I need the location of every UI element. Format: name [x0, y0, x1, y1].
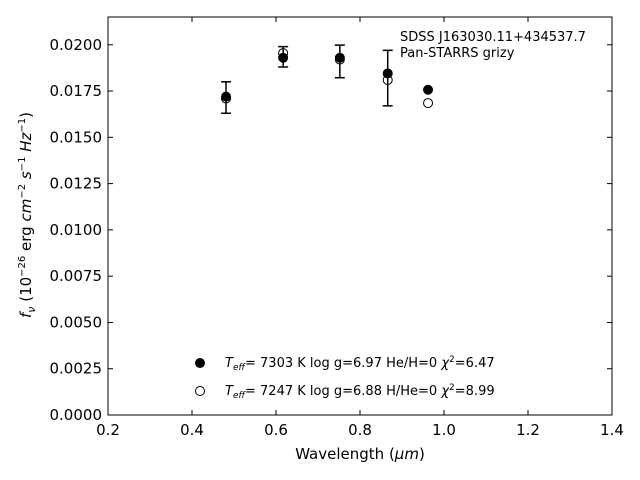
plot-frame	[107, 16, 613, 416]
model-point-open	[221, 93, 232, 104]
plot-area	[221, 44, 434, 115]
annotation-survey-name: Pan-STARRS grizy	[400, 46, 515, 61]
legend-entry-2: Teff= 7247 K log g=6.88 H/He=0 χ2=8.99	[225, 383, 495, 401]
x-tick-label: 0.4	[180, 421, 204, 439]
legend-marker-open	[195, 386, 205, 396]
x-tick-label: 1.2	[516, 421, 540, 439]
legend-marker-filled	[195, 358, 205, 368]
x-tick-label: 1.0	[432, 421, 456, 439]
y-tick-label: 0.0125	[50, 175, 103, 193]
y-tick-label: 0.0150	[50, 128, 103, 146]
y-tick-label: 0.0000	[50, 406, 103, 424]
x-axis-label: Wavelength (μm)	[295, 445, 425, 463]
y-tick-label: 0.0175	[50, 82, 103, 100]
y-tick-label: 0.0100	[50, 221, 103, 239]
model-point-open	[334, 54, 345, 65]
x-tick-label: 0.6	[264, 421, 288, 439]
axis-ticks: 0.2 0.4 0.6 0.8 1.0 1.2 1.4 0.0000 0.0025 0.0050 0…	[50, 17, 624, 439]
legend-entry-1: Teff= 7303 K log g=6.97 He/H=0 χ2=6.47	[225, 355, 495, 373]
x-tick-label: 0.8	[348, 421, 372, 439]
annotation-object-name: SDSS J163030.11+434537.7	[400, 30, 586, 45]
y-tick-label: 0.0075	[50, 267, 103, 285]
model-point-open	[278, 48, 289, 59]
x-tick-label: 1.4	[600, 421, 624, 439]
y-tick-label: 0.0050	[50, 313, 103, 331]
legend: Teff= 7303 K log g=6.97 He/H=0 χ2=6.47 T…	[195, 355, 495, 401]
model-point-open	[423, 98, 434, 109]
model-point-filled	[423, 84, 434, 95]
x-tick-label: 0.2	[96, 421, 120, 439]
y-tick-label: 0.0200	[50, 36, 103, 54]
y-axis-label: fν (10−26 erg cm−2 s−1 Hz−1)	[17, 112, 38, 318]
y-tick-label: 0.0025	[50, 360, 103, 378]
model-point-open	[382, 74, 393, 85]
